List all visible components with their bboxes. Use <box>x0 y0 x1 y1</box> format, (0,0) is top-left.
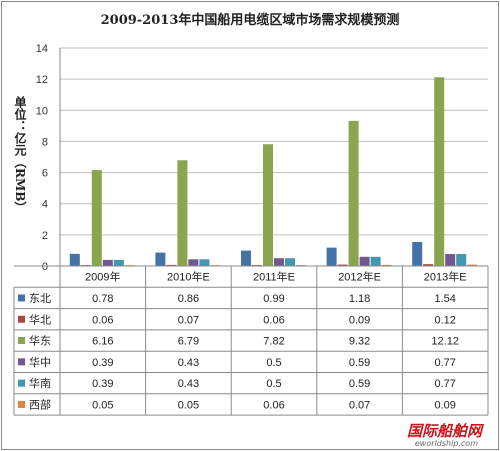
y-tick-label: 6 <box>42 168 48 180</box>
data-label: 0.07 <box>349 399 370 411</box>
data-label: 0.09 <box>434 399 455 411</box>
data-label: 0.5 <box>266 357 281 369</box>
data-label: 0.99 <box>263 293 284 305</box>
data-label: 0.43 <box>178 378 199 390</box>
data-label: 0.77 <box>434 357 455 369</box>
data-label: 0.43 <box>178 357 199 369</box>
data-label: 6.16 <box>92 336 113 348</box>
data-label: 0.59 <box>349 378 370 390</box>
data-label: 6.79 <box>178 336 199 348</box>
watermark-brand: 国际船舶网 <box>406 422 482 440</box>
y-tick-label: 14 <box>36 43 48 55</box>
bar <box>412 242 423 266</box>
y-tick-label: 8 <box>42 136 48 148</box>
bar <box>285 258 295 266</box>
legend-label: 华东 <box>29 334 51 348</box>
x-tick-label: 2010年E <box>167 270 210 284</box>
data-label: 0.05 <box>92 399 113 411</box>
data-label: 0.5 <box>266 378 281 390</box>
chart-title: 2009-2013年中国船用电缆区域市场需求规模预测 <box>100 13 400 28</box>
legend-swatch <box>18 337 25 345</box>
data-label: 7.82 <box>263 336 284 348</box>
legend-swatch <box>18 294 25 302</box>
bar <box>199 259 210 266</box>
data-label: 0.07 <box>178 314 199 326</box>
data-label: 0.12 <box>434 314 455 326</box>
data-label: 0.05 <box>178 399 199 411</box>
bar <box>434 77 445 266</box>
data-label: 1.54 <box>434 293 455 305</box>
data-label: 9.32 <box>349 336 370 348</box>
data-label: 0.77 <box>434 378 455 390</box>
legend-label: 西部 <box>29 397 51 411</box>
data-label: 12.12 <box>431 336 459 348</box>
x-tick-label: 2009年 <box>85 270 120 284</box>
data-label: 0.39 <box>92 357 113 369</box>
bar <box>113 259 124 266</box>
bar <box>166 264 177 266</box>
y-tick-label: 12 <box>36 74 48 86</box>
y-axis-label: 单位：亿元（RMB） <box>13 96 27 214</box>
watermark-logo: 国际船舶网 <box>407 420 482 441</box>
bar <box>467 264 478 266</box>
bar <box>359 256 370 266</box>
data-label: 1.18 <box>349 293 370 305</box>
watermark-url: eworldship.com <box>414 439 478 448</box>
x-tick-label: 2012年E <box>338 270 381 284</box>
x-tick-label: 2013年E <box>424 270 467 284</box>
legend-swatch <box>18 379 25 387</box>
data-label: 0.39 <box>92 378 113 390</box>
data-label: 0.78 <box>92 293 113 305</box>
bar <box>102 259 113 266</box>
bar <box>370 256 381 266</box>
legend-label: 华南 <box>29 376 51 390</box>
bar <box>241 250 251 266</box>
data-label: 0.86 <box>178 293 199 305</box>
data-label: 0.06 <box>92 314 113 326</box>
bar <box>274 258 284 266</box>
bar <box>155 252 166 266</box>
y-tick-label: 4 <box>42 199 48 211</box>
legend-label: 华北 <box>29 312 51 326</box>
bar <box>337 264 348 266</box>
legend-swatch <box>18 315 25 323</box>
y-tick-label: 0 <box>42 261 48 273</box>
bar <box>188 259 199 266</box>
bar <box>381 264 392 266</box>
bar <box>177 160 188 266</box>
bar <box>348 120 359 266</box>
bar <box>456 254 467 266</box>
data-label: 0.59 <box>349 357 370 369</box>
bar <box>445 254 456 266</box>
y-tick-label: 10 <box>36 105 48 117</box>
legend-swatch <box>18 358 25 366</box>
legend-label: 东北 <box>29 292 51 305</box>
bar <box>263 144 273 266</box>
legend-label: 华中 <box>29 355 51 369</box>
data-label: 0.06 <box>263 399 284 411</box>
y-tick-label: 2 <box>42 230 48 242</box>
bar <box>423 264 434 266</box>
bar <box>69 253 80 266</box>
data-label: 0.09 <box>349 314 370 326</box>
legend-swatch <box>18 400 25 408</box>
bar <box>91 170 102 266</box>
bar <box>326 247 337 266</box>
x-tick-label: 2011年E <box>253 270 295 284</box>
data-label: 0.06 <box>263 314 284 326</box>
